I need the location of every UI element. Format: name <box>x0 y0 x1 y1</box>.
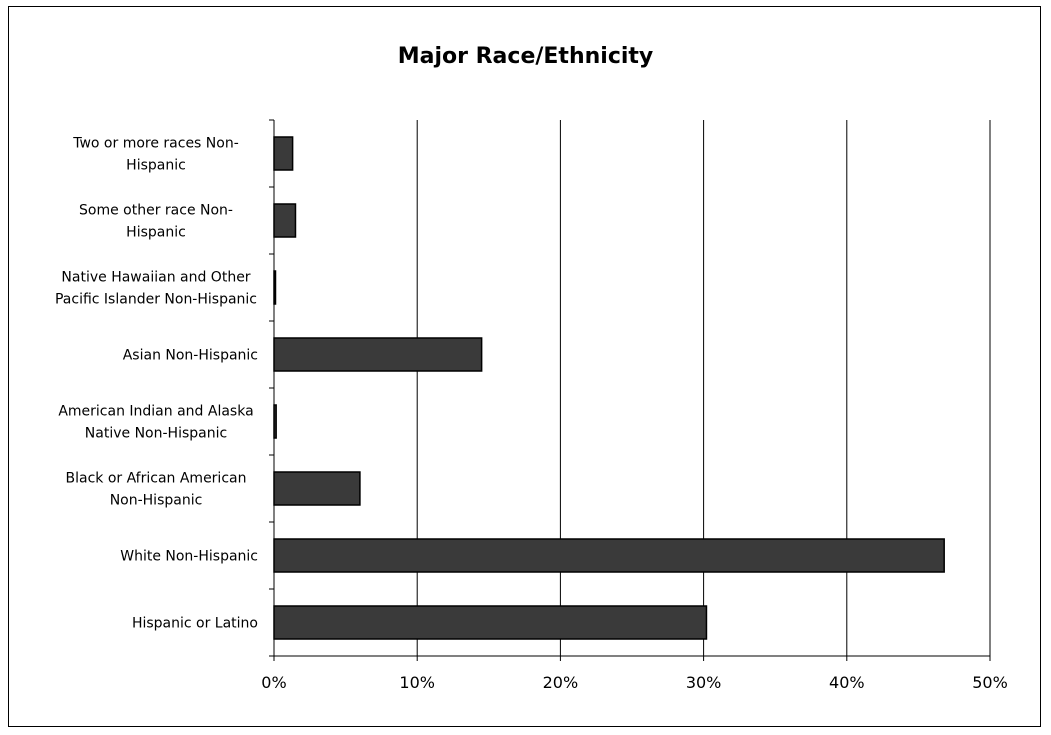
category-label: American Indian and Alaska Native Non-His… <box>58 404 253 442</box>
category-label: Hispanic or Latino <box>132 616 258 632</box>
bar <box>273 605 708 640</box>
category-label: Some other race Non-Hispanic <box>79 203 233 241</box>
category-label: White Non-Hispanic <box>120 549 258 565</box>
bar <box>273 203 297 238</box>
bar <box>273 337 483 372</box>
bar <box>273 404 277 439</box>
chart-title: Major Race/Ethnicity <box>397 44 654 69</box>
x-tick-label: 10% <box>399 673 435 692</box>
x-tick-label: 20% <box>543 673 579 692</box>
bar <box>273 538 945 573</box>
x-tick-label: 30% <box>686 673 722 692</box>
category-label: Asian Non-Hispanic <box>123 348 258 364</box>
category-label: Native Hawaiian and Other Pacific Islande… <box>55 270 257 308</box>
x-tick-label: 50% <box>972 673 1008 692</box>
bar <box>273 136 294 171</box>
x-tick-label: 40% <box>829 673 865 692</box>
x-tick-label: 0% <box>261 673 286 692</box>
bar <box>273 471 361 506</box>
category-label: Black or African American Non-Hispanic <box>66 471 247 509</box>
bar <box>273 270 277 305</box>
category-label: Two or more races Non-Hispanic <box>72 136 239 174</box>
